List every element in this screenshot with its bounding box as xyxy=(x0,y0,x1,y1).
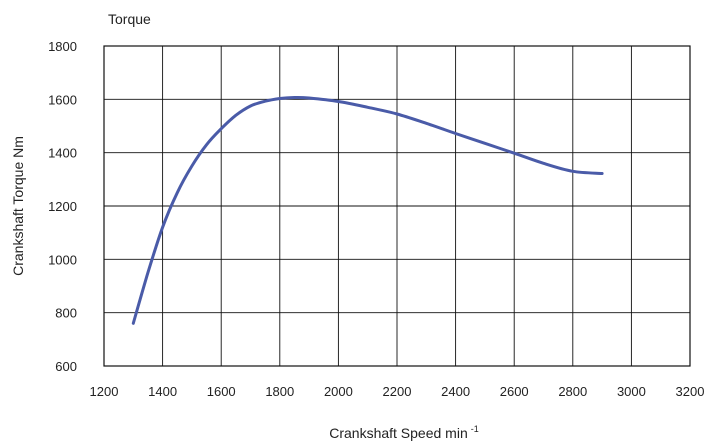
y-tick-label: 1600 xyxy=(48,92,77,107)
chart-title: Torque xyxy=(108,11,151,27)
x-tick-label: 2000 xyxy=(324,384,353,399)
series-layer xyxy=(131,95,604,325)
x-tick-label: 1600 xyxy=(207,384,236,399)
x-tick-label: 1400 xyxy=(148,384,177,399)
x-axis-label: Crankshaft Speed min -1 xyxy=(329,424,479,441)
y-tick-label: 1400 xyxy=(48,146,77,161)
x-tick-label: 2200 xyxy=(383,384,412,399)
torque-curve xyxy=(131,95,604,325)
x-axis-label-text: Crankshaft Speed min xyxy=(329,425,468,441)
y-axis-label: Crankshaft Torque Nm xyxy=(10,136,26,276)
x-tick-label: 1200 xyxy=(90,384,119,399)
y-tick-label: 1800 xyxy=(48,39,77,54)
x-tick-label: 2600 xyxy=(500,384,529,399)
y-tick-label: 1200 xyxy=(48,199,77,214)
x-axis-label-superscript: -1 xyxy=(471,424,479,434)
x-tick-label: 2800 xyxy=(558,384,587,399)
x-tick-label: 3200 xyxy=(676,384,705,399)
x-tick-label: 1800 xyxy=(265,384,294,399)
x-tick-label: 3000 xyxy=(617,384,646,399)
y-tick-label: 1000 xyxy=(48,252,77,267)
x-tick-label: 2400 xyxy=(441,384,470,399)
y-axis-label-text: Crankshaft Torque Nm xyxy=(10,136,26,276)
x-tick-labels: 1200 1400 1600 1800 2000 2200 2400 2600 2800 3000… xyxy=(90,384,705,399)
y-tick-label: 600 xyxy=(55,359,77,374)
y-tick-label: 800 xyxy=(55,306,77,321)
gridlines xyxy=(104,46,690,366)
y-tick-labels: 600 800 1000 1200 1400 1600 1800 xyxy=(48,39,77,374)
